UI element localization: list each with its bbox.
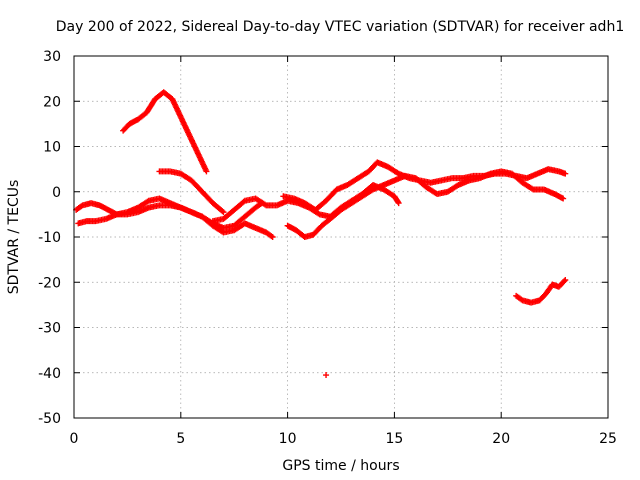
x-tick-label: 0 [70,431,79,447]
data-point [562,276,569,283]
y-tick-label: -10 [38,230,61,246]
y-tick-label: -30 [38,321,61,337]
data-point [203,168,210,175]
axis-ticks [73,55,609,419]
data-point [219,208,226,215]
data-point [220,209,227,216]
series-arc-4 [156,168,227,216]
series-arc-7 [284,168,567,240]
data-point [323,372,330,379]
y-tick-label: -20 [38,275,61,291]
data-point [561,278,568,285]
data-point [269,234,276,240]
y-tick-labels: -50 -40 -30 -20 -10 0 10 20 30 [38,49,61,427]
series-arc-1 [120,89,210,175]
x-tick-label: 20 [492,431,510,447]
y-tick-label: 10 [43,140,61,156]
x-tick-label: 25 [599,431,617,447]
x-tick-label: 10 [279,431,297,447]
y-tick-label: 30 [43,49,61,65]
data-point [394,198,401,205]
y-axis-label: SDTVAR / TECUs [6,180,22,295]
grid [74,56,608,418]
data-points [73,89,569,379]
series-arc-9 [323,372,330,379]
series-arc-3 [75,202,276,240]
x-tick-labels: 0 5 10 15 20 25 [70,431,617,447]
y-tick-label: 20 [43,94,61,110]
x-tick-label: 15 [385,431,403,447]
data-point [562,170,569,177]
x-tick-label: 5 [176,431,185,447]
chart-title: Day 200 of 2022, Sidereal Day-to-day VTE… [56,19,624,35]
data-point [560,195,567,202]
y-tick-label: -50 [38,411,61,427]
data-point [268,233,275,240]
y-tick-label: 0 [52,185,61,201]
x-axis-label: GPS time / hours [282,458,399,474]
data-point [518,296,525,303]
y-tick-label: -40 [38,366,61,382]
series-arc-8 [513,276,569,306]
data-point [78,203,85,210]
data-point [395,200,402,207]
